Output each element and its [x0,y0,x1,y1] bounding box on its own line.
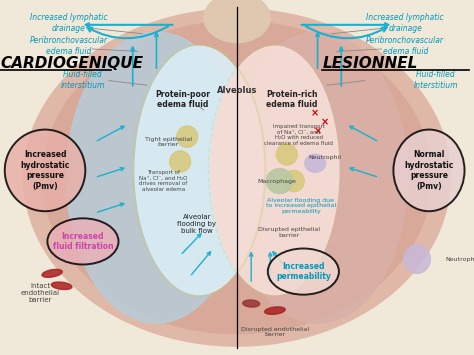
Ellipse shape [228,32,408,323]
Ellipse shape [404,245,430,273]
Text: Increased lymphatic
drainage: Increased lymphatic drainage [30,13,108,33]
Text: Peribronchovascular
edema fluid: Peribronchovascular edema fluid [30,37,108,56]
Ellipse shape [24,9,450,346]
Text: ×: × [311,109,319,119]
Text: Protein-rich
edema fluid: Protein-rich edema fluid [266,90,317,109]
Text: Fluid-filled
interstitium: Fluid-filled interstitium [61,70,105,89]
Text: Alveolar flooding due
to increased epithelial
permeability: Alveolar flooding due to increased epith… [266,198,336,214]
Ellipse shape [170,151,191,172]
Text: Fluid-filled
Interstitium: Fluid-filled Interstitium [414,70,458,89]
Text: Disrupted endothelial
barrier: Disrupted endothelial barrier [241,327,309,337]
Ellipse shape [243,300,260,307]
Text: ×: × [320,118,329,127]
Text: Protein-poor
edema fluid: Protein-poor edema fluid [155,90,210,109]
Ellipse shape [135,46,263,295]
Text: Increased
permeability: Increased permeability [276,262,331,281]
Ellipse shape [43,21,431,334]
Ellipse shape [268,248,339,295]
Ellipse shape [283,170,304,192]
Text: Tight epithelial
barrier: Tight epithelial barrier [145,137,192,147]
Text: Increased
hydrostatic
pressure
(Pmv): Increased hydrostatic pressure (Pmv) [20,150,70,191]
Ellipse shape [276,144,297,165]
Text: Intact
endothelial
barrier: Intact endothelial barrier [21,283,60,303]
Ellipse shape [66,32,246,323]
Ellipse shape [5,130,85,211]
Ellipse shape [42,269,62,277]
Ellipse shape [204,0,270,43]
Text: Normal
hydrostatic
pressure
(Pmv): Normal hydrostatic pressure (Pmv) [404,150,454,191]
Text: LESIONNEL: LESIONNEL [322,56,418,71]
Text: Transport of
Na⁺, Cl⁻, and H₂O
drives removal of
alveolar edema: Transport of Na⁺, Cl⁻, and H₂O drives re… [139,170,188,192]
Ellipse shape [51,282,72,290]
Text: Increased lymphatic
drainage: Increased lymphatic drainage [366,13,444,33]
Text: Neutrophil: Neutrophil [446,257,474,262]
Ellipse shape [305,154,326,172]
Text: Macrophage: Macrophage [258,179,297,184]
Ellipse shape [211,46,339,295]
Text: CARDIOGENIQUE: CARDIOGENIQUE [0,56,143,71]
Text: ×: × [313,126,322,136]
Text: Peribronchovascular
edema fluid: Peribronchovascular edema fluid [366,37,444,56]
Text: Alveolar
flooding by
bulk flow: Alveolar flooding by bulk flow [177,214,216,234]
Text: Increased
fluid filtration: Increased fluid filtration [53,232,113,251]
Ellipse shape [264,307,285,315]
Text: Alveolus: Alveolus [217,86,257,95]
Ellipse shape [47,218,118,264]
Text: Neutrophil: Neutrophil [308,155,341,160]
Ellipse shape [177,126,198,147]
Ellipse shape [393,130,465,211]
Ellipse shape [266,169,293,193]
Text: Disrupted epithelial
barrier: Disrupted epithelial barrier [258,227,320,238]
Text: Impaired transport
of Na⁺, Cl⁻, and
H₂O with reduced
clearance of edema fluid: Impaired transport of Na⁺, Cl⁻, and H₂O … [264,124,333,146]
